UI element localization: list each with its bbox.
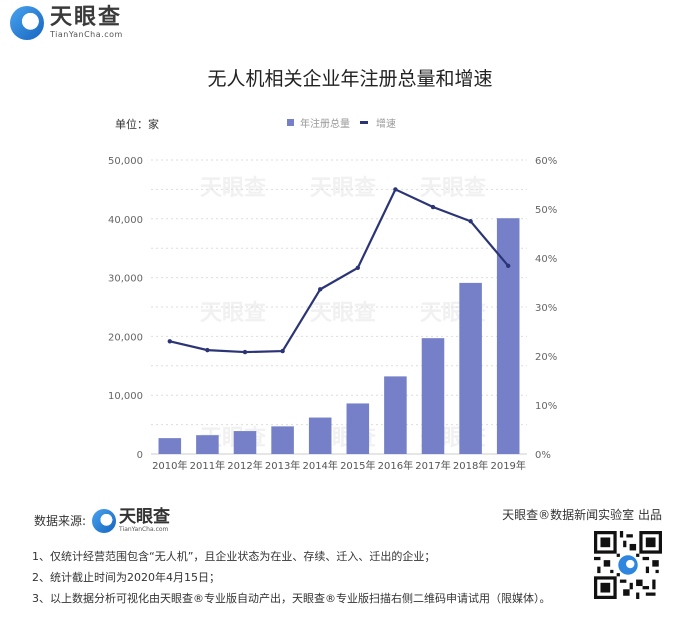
bar xyxy=(346,403,370,454)
x-tick-label: 2011年 xyxy=(190,459,225,472)
legend-bar-swatch xyxy=(287,119,294,126)
data-source: 数据来源: 天眼查 TianYanCha.com xyxy=(34,508,170,533)
source-logo: 天眼查 TianYanCha.com xyxy=(92,508,170,533)
y2-tick-label: 0% xyxy=(535,450,551,461)
source-brand-cn: 天眼查 xyxy=(119,507,171,527)
x-tick-label: 2012年 xyxy=(227,459,262,472)
watermark-text: 天眼查 xyxy=(420,176,486,201)
footnote-1: 1、仅统计经营范围包含“无人机”，且企业状态为在业、存续、迁入、迁出的企业； xyxy=(32,550,436,563)
watermark-text: 天眼查 xyxy=(200,301,266,326)
growth-point xyxy=(355,265,360,270)
growth-point xyxy=(468,219,473,224)
brand-logo: 天眼查 TianYanCha.com xyxy=(10,6,123,40)
growth-point xyxy=(167,339,172,344)
watermark-text: 天眼查 xyxy=(310,301,376,326)
legend-bar-label: 年注册总量 xyxy=(300,119,350,130)
y2-tick-label: 60% xyxy=(535,156,557,167)
bar xyxy=(384,376,407,454)
x-tick-label: 2013年 xyxy=(265,459,300,472)
footnote-3: 3、以上数据分析可视化由天眼查®专业版自动产出，天眼查®专业版扫描右侧二维码申请… xyxy=(32,592,551,605)
chart-legend: 年注册总量 增速 xyxy=(287,115,396,130)
x-tick-label: 2017年 xyxy=(415,459,450,472)
bar xyxy=(421,338,445,454)
qr-code-icon xyxy=(594,531,662,599)
unit-label: 单位：家 xyxy=(115,118,159,131)
growth-point xyxy=(280,348,285,354)
watermark-text: 天眼查 xyxy=(200,176,266,201)
watermark-text: 天眼查 xyxy=(310,176,376,201)
y-tick-label: 50,000 xyxy=(108,156,143,167)
bar xyxy=(233,431,257,454)
chart-title: 无人机相关企业年注册总量和增速 xyxy=(207,68,493,90)
legend-line-label: 增速 xyxy=(376,119,396,130)
growth-line xyxy=(169,187,510,354)
source-label: 数据来源: xyxy=(34,514,87,528)
bar xyxy=(196,435,219,454)
y2-tick-label: 40% xyxy=(535,254,557,265)
footnote-2: 2、统计截止时间为2020年4月15日； xyxy=(32,571,220,584)
y2-tick-label: 50% xyxy=(535,205,557,216)
y-tick-label: 30,000 xyxy=(108,274,143,285)
growth-point xyxy=(506,263,511,269)
x-tick-label: 2015年 xyxy=(340,459,375,472)
x-tick-label: 2019年 xyxy=(490,459,525,472)
x-tick-label: 2010年 xyxy=(152,459,187,472)
footnotes: 1、仅统计经营范围包含“无人机”，且企业状态为在业、存续、迁入、迁出的企业； 2… xyxy=(32,546,551,609)
growth-point xyxy=(205,347,210,353)
x-tick-label: 2014年 xyxy=(302,459,337,472)
source-brand-en: TianYanCha.com xyxy=(119,526,169,533)
y2-tick-label: 30% xyxy=(535,303,557,314)
bar xyxy=(308,417,332,454)
tianyancha-logo-icon xyxy=(10,6,44,40)
growth-point xyxy=(318,287,323,292)
brand-name-en: TianYanCha.com xyxy=(50,30,123,39)
x-tick-label: 2016年 xyxy=(378,459,413,472)
legend-line-swatch xyxy=(360,121,368,124)
y2-tick-label: 10% xyxy=(535,401,557,412)
bar xyxy=(271,426,294,454)
credit-text: 天眼查®数据新闻实验室 出品 xyxy=(502,508,662,522)
bar xyxy=(496,218,520,454)
bar xyxy=(459,282,482,454)
y-tick-label: 0 xyxy=(137,450,143,461)
y-tick-label: 20,000 xyxy=(108,332,143,343)
growth-point xyxy=(430,204,436,210)
y-tick-label: 40,000 xyxy=(108,215,143,226)
brand-name-cn: 天眼查 xyxy=(50,5,123,30)
growth-point xyxy=(242,349,248,355)
y2-tick-label: 20% xyxy=(535,352,557,363)
bar xyxy=(158,438,182,454)
x-tick-label: 2018年 xyxy=(453,459,488,472)
tianyancha-logo-icon xyxy=(92,508,117,533)
growth-point xyxy=(393,187,398,192)
y-tick-label: 10,000 xyxy=(108,391,143,402)
